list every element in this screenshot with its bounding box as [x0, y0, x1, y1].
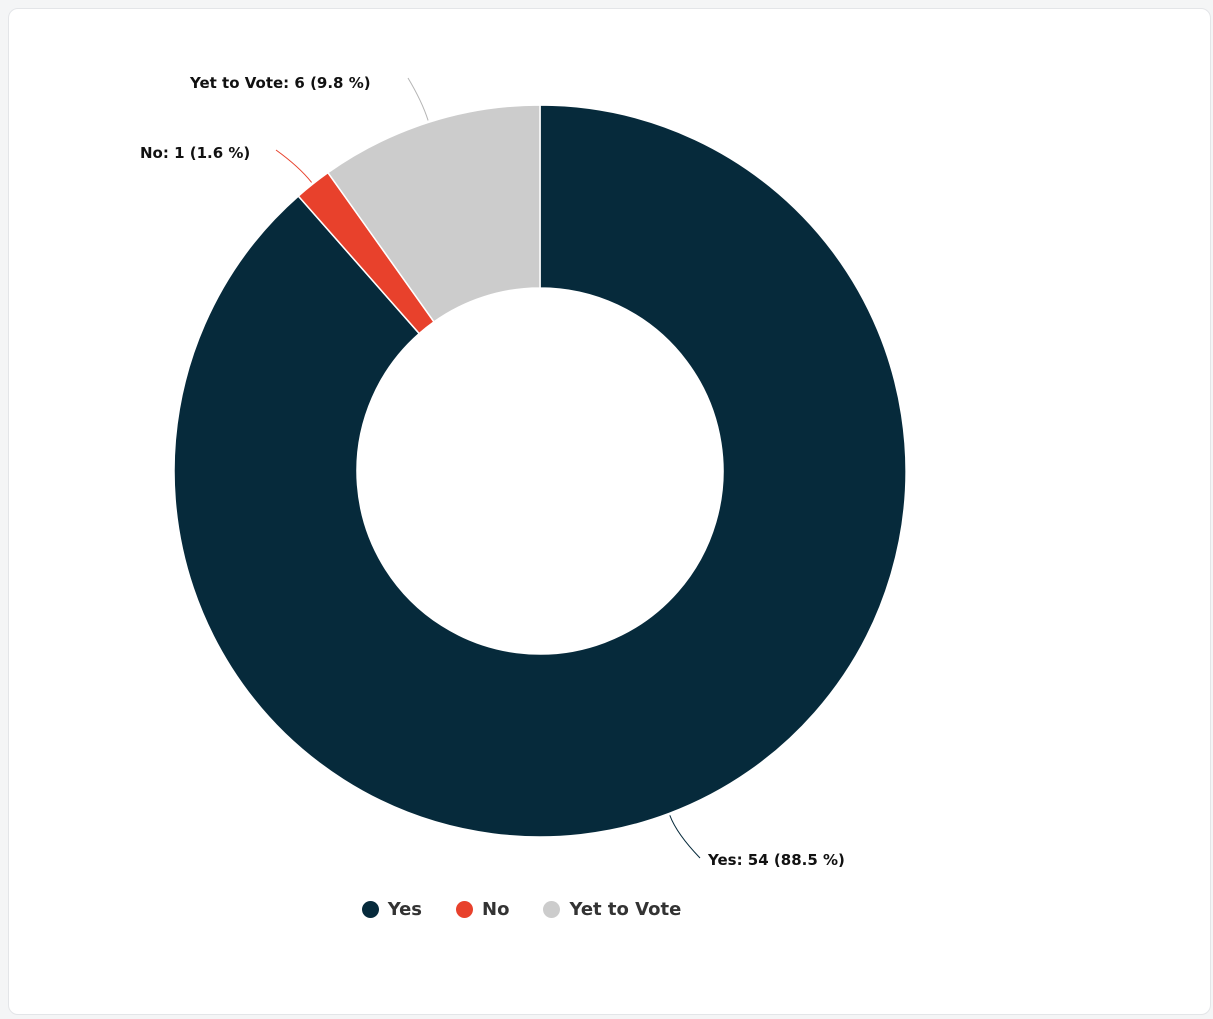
connector-yet-to-vote — [407, 77, 429, 121]
legend-label-yet-to-vote: Yet to Vote — [569, 899, 682, 920]
legend-label-no: No — [482, 899, 510, 920]
legend-swatch-no — [456, 901, 474, 918]
data-label-yes: Yes: 54 (88.5 %) — [707, 851, 845, 869]
label-connectors — [275, 77, 701, 859]
donut-slices — [173, 104, 907, 838]
donut-slice-yes[interactable] — [173, 104, 907, 838]
connector-yes — [669, 815, 701, 859]
legend-swatch-yet-to-vote — [543, 901, 561, 918]
legend-label-yes: Yes — [387, 899, 423, 920]
legend-item-no[interactable]: No — [456, 899, 509, 920]
data-labels: Yes: 54 (88.5 %) No: 1 (1.6 %) Yet to Vo… — [140, 74, 845, 869]
chart-legend: Yes No Yet to Vote — [0, 899, 1128, 920]
data-label-yet-to-vote: Yet to Vote: 6 (9.8 %) — [189, 74, 371, 92]
connector-no — [275, 149, 313, 183]
data-label-no: No: 1 (1.6 %) — [140, 144, 250, 162]
donut-slice-yet-to-vote[interactable] — [326, 104, 541, 323]
legend-swatch-yes — [361, 901, 379, 918]
legend-item-yes[interactable]: Yes — [361, 899, 423, 920]
legend-item-yet-to-vote[interactable]: Yet to Vote — [543, 899, 681, 920]
